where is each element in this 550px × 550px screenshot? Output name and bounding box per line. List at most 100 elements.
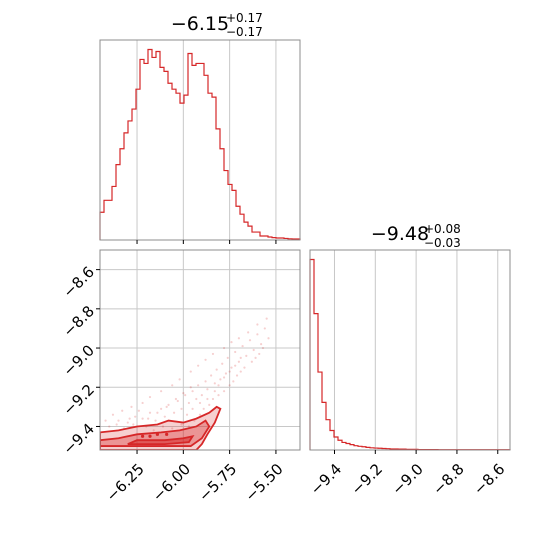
joint-x-tick-label-3: −5.50 [241, 460, 286, 505]
scatter-point-10 [180, 407, 183, 410]
density-dot-0 [140, 434, 145, 438]
x-tick-label-4: −8.6 [470, 460, 508, 498]
hist2-title: −9.48 [371, 223, 429, 245]
scatter-point-48 [171, 384, 174, 387]
scatter-point-33 [256, 333, 259, 336]
scatter-point-36 [267, 337, 270, 340]
scatter-point-70 [211, 397, 215, 401]
hist-panel-param2: −9.4 −9.2 −9.0 −8.8 −8.6 −9.48 +0.08 −0.03 [307, 222, 511, 499]
scatter-point-4 [154, 419, 157, 422]
hist1-step-line [99, 48, 301, 240]
scatter-point-26 [230, 366, 233, 369]
hist2-title-median: −9.48 [371, 223, 429, 245]
joint-x-ticks: −6.25 −6.00 −5.75 −5.50 [103, 450, 287, 505]
joint-frame [99, 249, 301, 451]
scatter-point-20 [213, 382, 216, 385]
scatter-point-0 [126, 421, 129, 424]
joint-panel: −6.25 −6.00 −5.75 −5.50 −8.6−8.8−9.0−9.2−9.… [60, 249, 301, 505]
scatter-point-45 [197, 364, 200, 367]
scatter-point-68 [202, 407, 205, 410]
scatter-point-94 [206, 397, 209, 401]
joint-y-tick-label-3: −9.2 [60, 381, 98, 419]
scatter-point-97 [222, 376, 226, 379]
scatter-point-14 [195, 397, 198, 401]
scatter-point-52 [130, 405, 133, 408]
hist2-title-minus: −0.03 [424, 236, 461, 250]
joint-y-tick-label-2: −9.0 [60, 341, 98, 379]
scatter-point-38 [256, 323, 259, 326]
scatter-point-31 [248, 339, 252, 342]
joint-y-tick-label-0: −8.6 [60, 263, 98, 301]
scatter-point-100 [239, 356, 242, 359]
scatter-point-46 [189, 370, 192, 373]
scatter-point-11 [184, 393, 187, 397]
scatter-point-8 [172, 411, 176, 414]
scatter-point-41 [230, 341, 233, 344]
scatter-point-84 [174, 397, 178, 401]
scatter-point-71 [217, 393, 220, 397]
density-dot-3 [165, 432, 169, 436]
scatter-point-12 [187, 401, 190, 405]
scatter-point-23 [221, 362, 224, 365]
scatter-point-95 [213, 390, 216, 393]
hist1-x-ticks [136, 240, 277, 244]
scatter-point-47 [178, 378, 181, 381]
scatter-point-81 [261, 346, 265, 350]
scatter-point-73 [228, 384, 231, 387]
scatter-point-28 [237, 360, 240, 363]
scatter-point-96 [217, 384, 220, 387]
scatter-point-55 [104, 419, 107, 422]
scatter-point-69 [208, 403, 211, 407]
scatter-point-30 [245, 354, 248, 357]
scatter-point-92 [191, 407, 194, 410]
scatter-point-75 [235, 374, 239, 377]
hist1-grid [136, 40, 277, 240]
scatter-point-59 [132, 423, 135, 426]
scatter-point-22 [219, 378, 222, 381]
scatter-point-76 [239, 370, 242, 373]
scatter-point-25 [226, 356, 229, 359]
scatter-point-87 [147, 417, 150, 420]
scatter-point-53 [121, 409, 124, 412]
x-tick-label-3: −8.8 [429, 460, 467, 498]
hist2-x-ticks: −9.4 −9.2 −9.0 −8.8 −8.6 [307, 450, 509, 499]
scatter-point-77 [243, 366, 246, 369]
scatter-point-82 [189, 386, 192, 389]
hist-panel-param1: −6.15 +0.17 −0.17 [99, 11, 301, 244]
density-dot-2 [155, 432, 160, 436]
joint-contour-inner [127, 434, 195, 446]
scatter-point-24 [224, 372, 228, 375]
scatter-point-1 [134, 415, 137, 418]
hist1-title-plus: +0.17 [226, 11, 263, 25]
scatter-point-86 [156, 411, 159, 414]
scatter-point-6 [163, 415, 166, 418]
scatter-point-21 [215, 368, 218, 371]
scatter-point-61 [152, 429, 155, 432]
scatter-point-34 [260, 343, 263, 346]
scatter-point-90 [117, 419, 120, 422]
x-tick-label-0: −9.4 [307, 460, 345, 498]
scatter-point-65 [187, 425, 190, 428]
hist2-grid [333, 250, 499, 450]
joint-scatter [104, 317, 270, 432]
scatter-point-44 [204, 358, 207, 361]
scatter-point-42 [222, 346, 226, 350]
scatter-point-80 [258, 352, 261, 356]
scatter-point-7 [167, 403, 170, 407]
hist1-title-minus: −0.17 [226, 25, 263, 39]
hist1-title: −6.15 [171, 13, 229, 35]
scatter-point-3 [148, 411, 152, 414]
joint-y-tick-label-1: −8.8 [60, 302, 98, 340]
x-tick-label-1: −9.2 [348, 460, 386, 498]
x-tick-label-2: −9.0 [388, 460, 426, 498]
scatter-point-83 [182, 392, 185, 395]
joint-x-tick-label-1: −6.00 [149, 460, 194, 505]
hist2-frame [309, 249, 511, 451]
scatter-point-85 [165, 405, 168, 408]
scatter-point-40 [237, 337, 240, 340]
scatter-point-37 [265, 317, 268, 320]
scatter-point-98 [228, 370, 231, 373]
scatter-point-93 [198, 401, 202, 405]
joint-y-tick-label-4: −9.4 [60, 420, 98, 458]
hist1-title-median: −6.15 [171, 13, 229, 35]
